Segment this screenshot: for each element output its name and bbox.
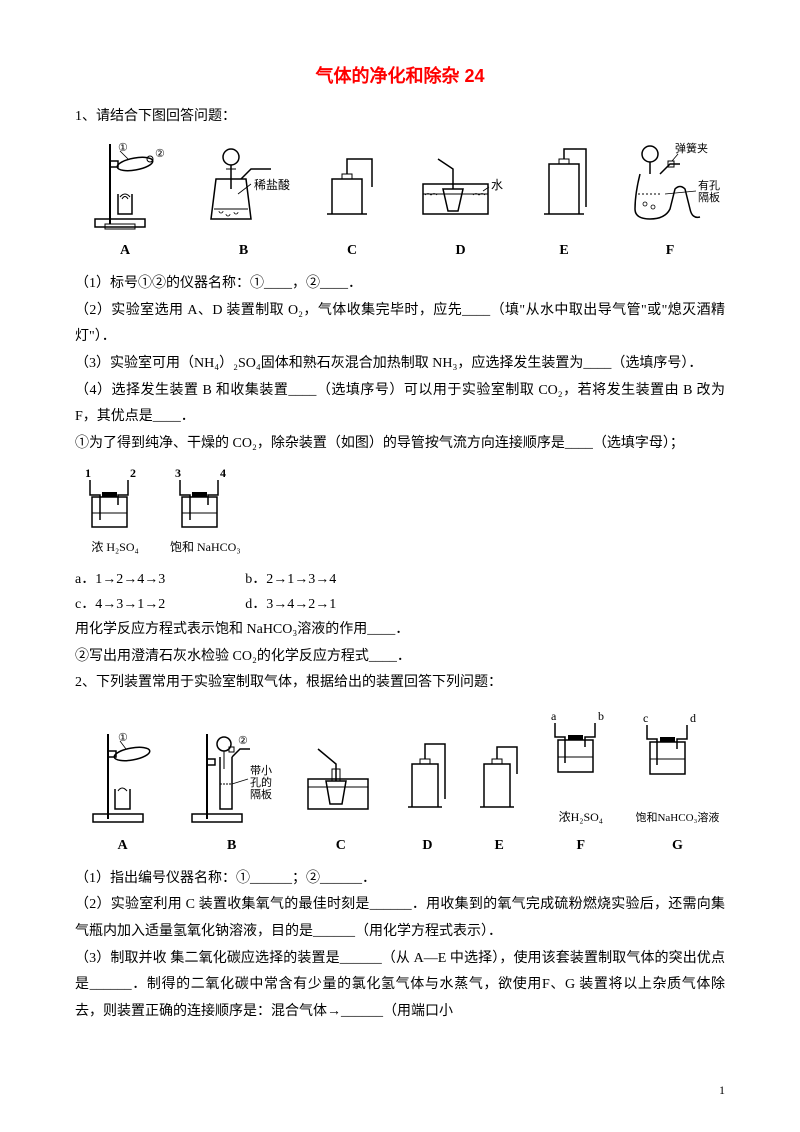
svg-text:隔板: 隔板 (698, 190, 720, 204)
q2-label-a: A (117, 833, 127, 858)
svg-text:b: b (598, 709, 604, 723)
opt-c: c．4→3→1→2 (75, 592, 165, 617)
q1-sub4-1: （4）选择发生装置 B 和收集装置____（选填序号）可以用于实验室制取 CO₂… (75, 378, 725, 431)
svg-text:水: 水 (491, 178, 503, 192)
q2-apparatus-c: C (298, 729, 383, 858)
q2-apparatus-d: D (400, 729, 455, 858)
small-left-label: 浓 H₂SO₄ (91, 537, 138, 559)
q1-sub4-3: 用化学反应方程式表示饱和 NaHCO₃溶液的作用____． (75, 617, 725, 644)
q2-label-f-reagent: 浓H₂SO₄ (559, 807, 603, 829)
q2-intro: 2、下列装置常用于实验室制取气体，根据给出的装置回答下列问题： (75, 670, 725, 697)
q1-sub3: （3）实验室可用（NH₄）₂SO₄固体和熟石灰混合加热制取 NH₃，应选择发生装… (75, 351, 725, 378)
q2-label-d: D (422, 833, 432, 858)
q2-label-g-reagent: 饱和NaHCO₃溶液 (635, 809, 719, 829)
q1-sub2: （2）实验室选用 A、D 装置制取 O₂，气体收集完毕时，应先____（填"从水… (75, 298, 725, 351)
apparatus-a: ① ② A (80, 139, 170, 263)
q2-apparatus-row: ① A ② 带小 孔的 隔板 B (75, 705, 725, 858)
q2-sub3: （3）制取并收 集二氧化碳应选择的装置是______（从 A—E 中选择），使用… (75, 946, 725, 1026)
page-number: 1 (719, 1080, 725, 1102)
label-e: E (559, 238, 568, 263)
opt-b: b．2→1→3→4 (245, 567, 336, 592)
label-a: A (120, 238, 130, 263)
q2-label-g: G (672, 833, 683, 858)
svg-text:a: a (551, 709, 557, 723)
q2-label-e: E (494, 833, 503, 858)
q1-sub1: （1）标号①②的仪器名称：①____，②____． (75, 271, 725, 298)
q2-sub2: （2）实验室利用 C 装置收集氧气的最佳时刻是______．用收集到的氧气完成硫… (75, 892, 725, 945)
label-b: B (239, 238, 248, 263)
q2-label-b: B (227, 833, 236, 858)
opt-a: a．1→2→4→3 (75, 567, 165, 592)
svg-text:1: 1 (85, 466, 91, 480)
svg-text:d: d (690, 711, 696, 725)
apparatus-c: C (317, 139, 387, 263)
svg-text:4: 4 (220, 466, 226, 480)
svg-text:②: ② (238, 735, 248, 747)
svg-text:2: 2 (130, 466, 136, 480)
q2-sub1: （1）指出编号仪器名称：①______；②______． (75, 866, 725, 893)
q2-apparatus-a: ① A (80, 729, 165, 858)
apparatus-d: 水 D (413, 139, 508, 263)
q1-apparatus-row: ① ② A 稀盐酸 B C (75, 139, 725, 263)
small-right-label: 饱和 NaHCO₃ (170, 537, 241, 559)
label-f: F (666, 238, 675, 263)
apparatus-f: 弹簧夹 有孔 隔板 F (620, 139, 720, 263)
svg-text:稀盐酸: 稀盐酸 (254, 177, 290, 192)
q1-sub4-2: ①为了得到纯净、干燥的 CO₂，除杂装置（如图）的导管按气流方向连接顺序是___… (75, 431, 725, 458)
apparatus-e: E (534, 139, 594, 263)
label-c: C (347, 238, 357, 263)
q1-small-apparatus: 1 2 浓 H₂SO₄ 3 4 饱和 NaHCO₃ (75, 465, 725, 559)
document-title: 气体的净化和除杂 24 (75, 60, 725, 92)
svg-text:①: ① (118, 142, 128, 154)
q2-apparatus-e: E (472, 729, 527, 858)
label-d: D (455, 238, 465, 263)
q2-label-c: C (336, 833, 346, 858)
q1-sub4-4: ②写出用澄清石灰水检验 CO₂的化学反应方程式____． (75, 644, 725, 671)
q1-intro: 1、请结合下图回答问题： (75, 104, 725, 131)
svg-text:①: ① (118, 732, 128, 744)
q1-options-1: a．1→2→4→3 b．2→1→3→4 (75, 567, 725, 592)
q2-apparatus-g: c d 饱和NaHCO₃溶液 G (635, 707, 720, 858)
apparatus-b: 稀盐酸 B (196, 139, 291, 263)
svg-text:弹簧夹: 弹簧夹 (675, 141, 708, 155)
q1-options-2: c．4→3→1→2 d．3→4→2→1 (75, 592, 725, 617)
svg-text:带小: 带小 (250, 764, 272, 777)
svg-text:3: 3 (175, 466, 181, 480)
q2-label-f: F (577, 833, 586, 858)
q2-apparatus-b: ② 带小 孔的 隔板 B (182, 729, 282, 858)
q2-apparatus-f: a b 浓H₂SO₄ F (543, 705, 618, 858)
svg-text:孔的: 孔的 (250, 775, 272, 789)
svg-text:c: c (643, 711, 648, 725)
opt-d: d．3→4→2→1 (245, 592, 336, 617)
svg-text:有孔: 有孔 (698, 178, 720, 192)
svg-text:②: ② (155, 148, 165, 160)
svg-text:隔板: 隔板 (250, 787, 272, 801)
